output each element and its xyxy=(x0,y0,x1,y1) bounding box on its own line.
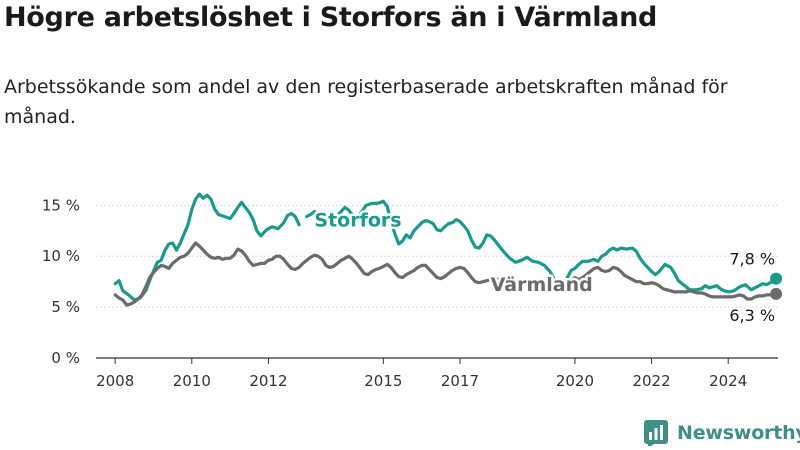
series-lines xyxy=(113,192,783,307)
y-axis: 0 % 5 % 10 % 15 % xyxy=(42,196,80,367)
series-line-storfors xyxy=(565,246,778,294)
x-tick-label: 2022 xyxy=(632,372,670,390)
x-axis: 2008 2010 2012 2015 2017 2020 2022 2024 xyxy=(96,358,747,390)
series-line-storfors xyxy=(305,199,558,284)
series-line-v-rmland xyxy=(565,265,778,301)
series-labels: 7,8 % 6,3 % Storfors Värmland xyxy=(312,207,775,325)
y-tick-label: 10 % xyxy=(42,247,80,265)
series-label-storfors: Storfors xyxy=(314,210,401,232)
end-label-varmland: 6,3 % xyxy=(729,306,775,325)
series-label-v-rmland: Värmland xyxy=(491,274,593,296)
gridlines xyxy=(96,204,778,359)
x-tick-label: 2012 xyxy=(249,372,287,390)
end-point-storfors xyxy=(770,272,783,285)
x-tick-label: 2015 xyxy=(364,372,402,390)
x-tick-label: 2010 xyxy=(173,372,211,390)
brand-name: Newsworthy xyxy=(677,422,800,444)
chart-title: Högre arbetslöshet i Storfors än i Värml… xyxy=(4,2,658,33)
y-tick-label: 15 % xyxy=(42,196,80,214)
newsworthy-chart-logo-icon xyxy=(644,420,668,446)
x-tick-label: 2020 xyxy=(556,372,594,390)
x-tick-label: 2024 xyxy=(709,372,747,390)
end-point-v-rmland xyxy=(770,287,783,300)
chart-subtitle: Arbetssökande som andel av den registerb… xyxy=(4,76,728,128)
end-label-storfors: 7,8 % xyxy=(729,250,775,269)
x-tick-label: 2017 xyxy=(441,372,479,390)
x-tick-label: 2008 xyxy=(96,372,134,390)
series-line-storfors xyxy=(113,192,301,302)
newsworthy-logo: Newsworthy xyxy=(644,420,800,446)
y-tick-label: 0 % xyxy=(51,349,80,367)
y-tick-label: 5 % xyxy=(51,298,80,316)
series-line-v-rmland xyxy=(113,241,500,307)
